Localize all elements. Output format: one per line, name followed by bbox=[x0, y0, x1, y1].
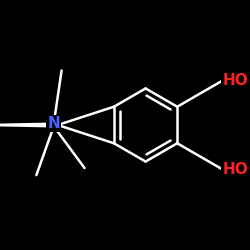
Text: N: N bbox=[47, 116, 60, 131]
Text: HO: HO bbox=[222, 73, 248, 88]
Text: HO: HO bbox=[222, 162, 248, 177]
